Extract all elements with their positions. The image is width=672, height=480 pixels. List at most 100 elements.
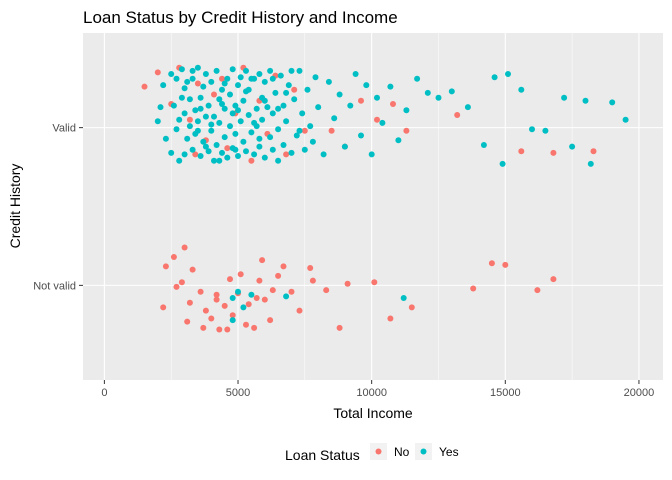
- point-yes: [582, 97, 589, 104]
- point-yes: [256, 143, 263, 150]
- data-points: [141, 64, 629, 333]
- point-no: [344, 280, 351, 287]
- legend-marker-no: [375, 448, 382, 455]
- point-yes: [181, 151, 188, 158]
- point-yes: [275, 105, 282, 112]
- point-yes: [213, 142, 220, 148]
- point-no: [216, 326, 223, 333]
- point-no: [454, 112, 461, 118]
- point-yes: [232, 130, 239, 137]
- point-yes: [301, 146, 308, 153]
- point-no: [173, 283, 180, 290]
- point-yes: [277, 72, 284, 79]
- legend-item-no: No: [370, 443, 410, 460]
- point-yes: [296, 67, 303, 74]
- point-yes: [561, 94, 568, 101]
- point-yes: [243, 88, 249, 95]
- point-no: [237, 271, 244, 278]
- point-yes: [160, 82, 167, 89]
- point-no: [534, 287, 541, 294]
- point-no: [224, 145, 231, 152]
- point-yes: [219, 101, 225, 107]
- point-yes: [219, 149, 225, 156]
- point-yes: [387, 83, 394, 90]
- point-yes: [299, 110, 306, 117]
- point-no: [213, 291, 220, 298]
- point-yes: [275, 126, 282, 133]
- point-yes: [205, 148, 212, 155]
- point-yes: [240, 304, 247, 311]
- point-yes: [435, 94, 442, 101]
- point-no: [301, 127, 308, 134]
- point-no: [202, 307, 209, 314]
- point-no: [309, 277, 316, 284]
- point-no: [267, 317, 274, 324]
- point-yes: [336, 91, 343, 98]
- point-yes: [261, 154, 268, 161]
- point-yes: [162, 135, 169, 142]
- point-no: [227, 276, 233, 283]
- point-yes: [168, 71, 175, 77]
- point-yes: [283, 293, 290, 300]
- point-yes: [232, 146, 239, 153]
- legend-item-yes: Yes: [415, 443, 459, 460]
- point-yes: [200, 83, 207, 90]
- point-yes: [296, 127, 303, 134]
- point-yes: [189, 75, 196, 82]
- point-yes: [229, 66, 236, 73]
- x-axis: 0 5000 10000 15000 20000: [101, 380, 654, 399]
- point-yes: [221, 80, 228, 87]
- point-yes: [285, 82, 292, 89]
- point-yes: [269, 110, 276, 117]
- point-yes: [181, 110, 188, 117]
- point-yes: [213, 67, 220, 74]
- point-no: [550, 276, 557, 283]
- point-yes: [320, 151, 327, 158]
- point-yes: [253, 105, 260, 112]
- point-no: [408, 304, 415, 311]
- point-no: [390, 101, 396, 107]
- point-yes: [197, 94, 204, 101]
- point-yes: [267, 134, 274, 141]
- point-no: [245, 301, 252, 308]
- point-no: [502, 261, 509, 268]
- point-yes: [173, 75, 180, 82]
- point-yes: [194, 127, 201, 134]
- point-yes: [189, 146, 196, 153]
- point-yes: [178, 66, 185, 73]
- plot-panel: [83, 33, 663, 380]
- legend-label-no: No: [394, 445, 410, 459]
- point-no: [275, 272, 282, 279]
- point-yes: [194, 118, 201, 125]
- point-no: [221, 302, 228, 309]
- point-yes: [245, 112, 252, 118]
- point-yes: [251, 119, 258, 126]
- point-no: [323, 287, 330, 294]
- point-no: [170, 254, 177, 260]
- point-yes: [269, 146, 276, 153]
- point-no: [590, 148, 597, 155]
- point-yes: [395, 137, 402, 144]
- point-yes: [331, 115, 338, 122]
- point-yes: [168, 149, 175, 156]
- point-no: [261, 296, 268, 303]
- point-yes: [315, 104, 322, 111]
- point-yes: [184, 135, 191, 142]
- point-yes: [379, 119, 386, 126]
- point-no: [488, 260, 495, 267]
- y-tick-label: Valid: [52, 123, 76, 135]
- point-no: [243, 321, 249, 328]
- point-yes: [400, 295, 407, 301]
- point-yes: [312, 74, 319, 81]
- point-yes: [178, 94, 185, 101]
- point-yes: [325, 78, 332, 85]
- point-no: [470, 285, 477, 292]
- point-no: [197, 288, 204, 295]
- point-no: [283, 151, 290, 158]
- point-no: [288, 288, 295, 295]
- point-yes: [227, 123, 233, 130]
- point-no: [189, 266, 196, 273]
- point-yes: [186, 123, 193, 130]
- point-no: [371, 279, 378, 286]
